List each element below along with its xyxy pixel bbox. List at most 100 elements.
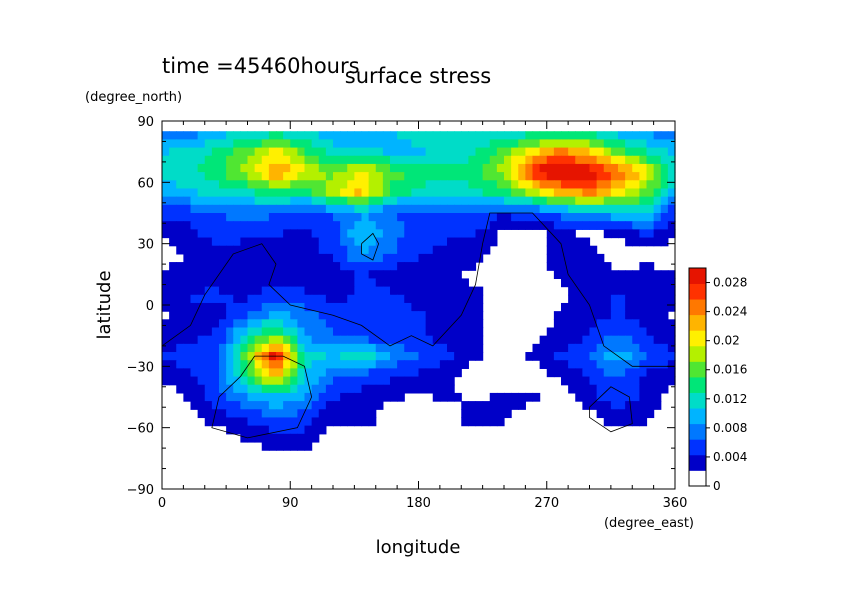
field-cell	[382, 278, 391, 288]
field-cell	[618, 286, 626, 296]
field-cell	[646, 409, 655, 419]
field-cell	[390, 172, 398, 181]
field-cell	[347, 335, 355, 345]
field-cell	[553, 262, 562, 271]
field-cell	[432, 237, 441, 247]
field-cell	[511, 188, 519, 198]
field-cell	[297, 433, 306, 443]
field-cell	[596, 155, 605, 165]
field-cell	[489, 131, 498, 140]
field-cell	[311, 343, 320, 353]
field-cell	[625, 343, 633, 353]
field-cell	[397, 147, 405, 157]
field-cell	[211, 294, 220, 304]
field-cell	[511, 401, 519, 410]
field-cell	[653, 335, 662, 345]
field-cell	[261, 286, 270, 296]
field-cell	[361, 237, 370, 247]
field-cell	[546, 196, 555, 206]
field-cell	[461, 139, 469, 149]
field-cell	[318, 302, 327, 312]
field-cell	[404, 360, 412, 369]
field-cell	[219, 213, 227, 222]
field-cell	[226, 352, 234, 361]
field-cell	[382, 376, 391, 386]
field-cell	[461, 204, 469, 214]
field-cell	[525, 172, 534, 181]
field-cell	[390, 229, 398, 239]
field-cell	[411, 172, 420, 181]
field-cell	[461, 221, 469, 230]
field-cell	[290, 335, 298, 345]
field-cell	[468, 229, 477, 239]
field-cell	[368, 253, 377, 263]
field-cell	[268, 441, 277, 451]
field-cell	[496, 172, 505, 181]
field-cell	[546, 237, 555, 247]
field-cell	[646, 286, 655, 296]
field-cell	[197, 237, 206, 247]
field-cell	[382, 294, 391, 304]
field-cell	[361, 270, 370, 280]
field-cell	[176, 196, 184, 206]
field-cell	[254, 319, 263, 329]
field-cell	[254, 213, 263, 222]
colorbar-swatch	[689, 423, 706, 440]
field-cell	[418, 270, 427, 280]
field-cell	[382, 286, 391, 296]
field-cell	[375, 163, 384, 173]
field-cell	[518, 147, 526, 157]
field-cell	[546, 204, 555, 214]
field-cell	[211, 204, 220, 214]
field-cell	[254, 155, 263, 165]
field-cell	[461, 327, 469, 337]
field-cell	[197, 409, 206, 419]
field-cell	[297, 172, 306, 181]
field-cell	[667, 188, 676, 198]
field-cell	[347, 221, 355, 230]
field-cell	[596, 327, 605, 337]
field-cell	[354, 278, 363, 288]
field-cell	[247, 147, 256, 157]
field-cell	[169, 319, 177, 329]
field-cell	[368, 163, 377, 173]
field-cell	[311, 245, 320, 255]
field-cell	[461, 278, 469, 288]
field-cell	[511, 172, 519, 181]
field-cell	[653, 311, 662, 320]
field-cell	[418, 131, 427, 140]
field-cell	[268, 327, 277, 337]
field-cell	[561, 204, 569, 214]
field-cell	[561, 172, 569, 181]
field-cell	[568, 155, 576, 165]
field-cell	[368, 417, 377, 427]
field-cell	[276, 401, 284, 410]
field-cell	[375, 204, 384, 214]
field-cell	[625, 384, 633, 394]
field-cell	[589, 139, 598, 149]
field-cell	[454, 172, 462, 181]
field-cell	[268, 417, 277, 427]
field-cell	[575, 335, 583, 345]
field-cell	[418, 172, 427, 181]
field-cell	[261, 188, 270, 198]
field-cell	[553, 253, 562, 263]
field-cell	[240, 229, 249, 239]
field-cell	[447, 172, 455, 181]
field-cell	[653, 237, 662, 247]
field-cell	[603, 147, 612, 157]
field-cell	[254, 384, 263, 394]
field-cell	[589, 294, 598, 304]
field-cell	[660, 229, 669, 239]
field-cell	[333, 213, 341, 222]
field-cell	[382, 172, 391, 181]
field-cell	[233, 417, 241, 427]
field-cell	[190, 221, 199, 230]
field-cell	[261, 311, 270, 320]
field-cell	[390, 384, 398, 394]
field-cell	[318, 180, 327, 190]
field-cell	[475, 311, 484, 320]
x-tick-label: 360	[663, 496, 688, 511]
field-cell	[610, 139, 619, 149]
field-cell	[653, 221, 662, 230]
